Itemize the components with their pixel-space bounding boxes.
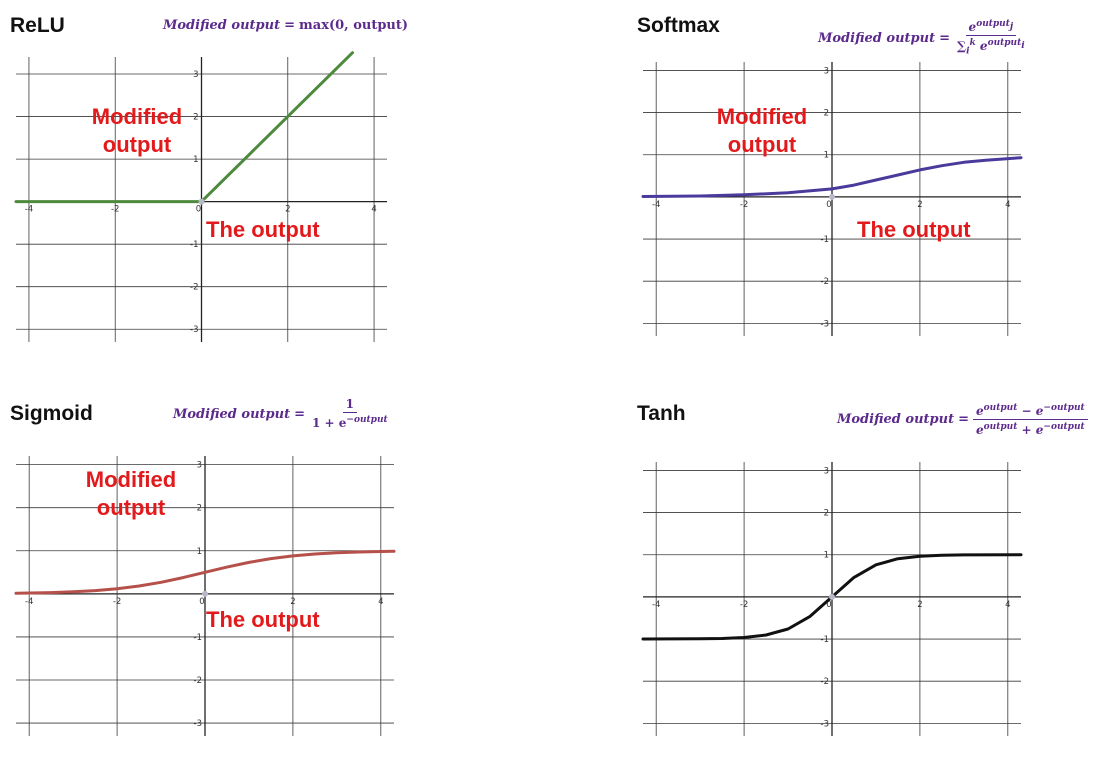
- x-tick-label: -2: [113, 597, 121, 607]
- y-tick-label: 1: [193, 155, 198, 165]
- formula-numerator: eoutputj: [965, 18, 1017, 36]
- y-axis-label: Modified output: [72, 466, 190, 522]
- chart-title: Tanh: [637, 402, 686, 425]
- y-tick-label: 3: [824, 466, 829, 476]
- x-tick-label: -4: [652, 200, 660, 210]
- sigmoid-panel: Sigmoid Modified output = 1 1 + e−output…: [0, 388, 550, 770]
- tanh-formula: Modified output = eoutput − e−output eou…: [837, 402, 1088, 437]
- formula-numerator: eoutput − e−output: [973, 402, 1088, 420]
- chart-title: Softmax: [637, 14, 720, 37]
- x-tick-label: 0: [826, 200, 831, 210]
- x-tick-label: 0: [826, 600, 831, 610]
- y-tick-label: 1: [197, 547, 202, 557]
- formula-lhs: Modified output: [837, 412, 955, 427]
- x-tick-label: 4: [1005, 600, 1010, 610]
- tanh-panel: Tanh Modified output = eoutput − e−outpu…: [627, 388, 1100, 770]
- y-axis-label-line: output: [96, 495, 166, 520]
- tanh-plot: -4 -2 0 2 4 -3 -2 -1 1 2 3: [641, 462, 1023, 736]
- x-tick-label: 2: [290, 597, 295, 607]
- series-line: [14, 549, 396, 595]
- y-tick-label: -1: [821, 235, 829, 245]
- x-tick-label: 4: [1005, 200, 1010, 210]
- x-tick-label: 2: [917, 600, 922, 610]
- relu-plot: -4 -2 0 2 4 -3 -2 -1 1 2 3: [14, 51, 387, 342]
- x-tick-label: 2: [285, 205, 290, 215]
- y-tick-label: -3: [194, 719, 202, 729]
- y-tick-label: -1: [190, 240, 198, 250]
- y-tick-label: -2: [190, 283, 198, 293]
- y-tick-label: -2: [821, 677, 829, 687]
- formula-lhs: Modified output: [163, 18, 281, 33]
- x-tick-label: 4: [371, 205, 376, 215]
- y-tick-label: 1: [824, 551, 829, 561]
- y-tick-label: 2: [193, 113, 198, 123]
- relu-formula: Modified output = max(0, output): [163, 18, 408, 33]
- chart-title: ReLU: [10, 14, 65, 37]
- y-tick-label: -3: [821, 719, 829, 729]
- y-tick-label: -2: [194, 676, 202, 686]
- y-tick-label: -3: [821, 319, 829, 329]
- y-tick-label: 3: [824, 66, 829, 76]
- sigmoid-plot: -4 -2 0 2 4 -3 -2 -1 1 2 3: [14, 456, 396, 736]
- x-tick-label: 0: [196, 205, 201, 215]
- y-tick-label: -1: [194, 633, 202, 643]
- y-axis-label-line: output: [727, 132, 797, 157]
- x-tick-label: -4: [25, 597, 33, 607]
- x-axis-label: The output: [206, 607, 320, 632]
- y-axis-label-line: Modified: [85, 467, 177, 492]
- softmax-panel: Softmax Modified output = eoutputj ∑ik e…: [627, 0, 1100, 382]
- formula-equals: =: [939, 30, 951, 46]
- formula-fraction: eoutputj ∑ik eoutputi: [954, 18, 1028, 58]
- x-tick-label: -4: [652, 600, 660, 610]
- y-tick-label: 2: [824, 509, 829, 519]
- y-tick-label: 1: [824, 151, 829, 161]
- series-line: [641, 156, 1023, 198]
- formula-lhs: Modified output: [818, 30, 936, 46]
- origin-marker: [198, 198, 205, 205]
- formula-equals: =: [284, 18, 296, 33]
- y-tick-label: 2: [197, 504, 202, 514]
- y-axis-label-line: Modified: [716, 104, 808, 129]
- formula-numerator: 1: [342, 398, 358, 413]
- y-tick-label: -2: [821, 277, 829, 287]
- y-axis-label-line: Modified: [91, 104, 183, 129]
- x-tick-label: -2: [740, 600, 748, 610]
- origin-marker: [202, 590, 208, 597]
- formula-denominator: ∑ik eoutputi: [957, 38, 1025, 57]
- y-tick-label: 3: [197, 461, 202, 471]
- formula-fraction: 1 1 + e−output: [309, 398, 391, 430]
- origin-marker: [829, 593, 835, 600]
- sigmoid-formula: Modified output = 1 1 + e−output: [173, 398, 391, 430]
- relu-panel: ReLU Modified output = max(0, output) -4…: [0, 0, 550, 382]
- x-tick-label: 0: [199, 597, 204, 607]
- formula-fraction: eoutput − e−output eoutput + e−output: [973, 402, 1088, 437]
- y-axis-label: Modified output: [703, 103, 821, 159]
- formula-equals: =: [958, 412, 970, 427]
- y-tick-label: 2: [824, 109, 829, 119]
- y-axis-label: Modified output: [78, 103, 196, 159]
- y-tick-label: -3: [190, 325, 198, 335]
- formula-equals: =: [294, 406, 306, 422]
- x-tick-label: -2: [740, 200, 748, 210]
- softmax-formula: Modified output = eoutputj ∑ik eoutputi: [818, 18, 1028, 58]
- formula-lhs: Modified output: [173, 406, 291, 422]
- x-axis-label: The output: [857, 217, 971, 242]
- softmax-plot: -4 -2 0 2 4 -3 -2 -1 1 2 3: [641, 62, 1023, 336]
- y-axis-label-line: output: [102, 132, 172, 157]
- formula-denominator: eoutput + e−output: [976, 422, 1085, 437]
- x-tick-label: 4: [378, 597, 383, 607]
- x-tick-label: -4: [25, 205, 33, 215]
- x-tick-label: -2: [111, 205, 119, 215]
- chart-title: Sigmoid: [10, 402, 93, 425]
- formula-denominator: 1 + e−output: [312, 415, 388, 430]
- y-tick-label: -1: [821, 635, 829, 645]
- formula-rhs: max(0, output): [299, 18, 409, 33]
- y-tick-label: 3: [193, 70, 198, 80]
- x-axis-label: The output: [206, 217, 320, 242]
- origin-marker: [829, 193, 835, 200]
- x-tick-label: 2: [917, 200, 922, 210]
